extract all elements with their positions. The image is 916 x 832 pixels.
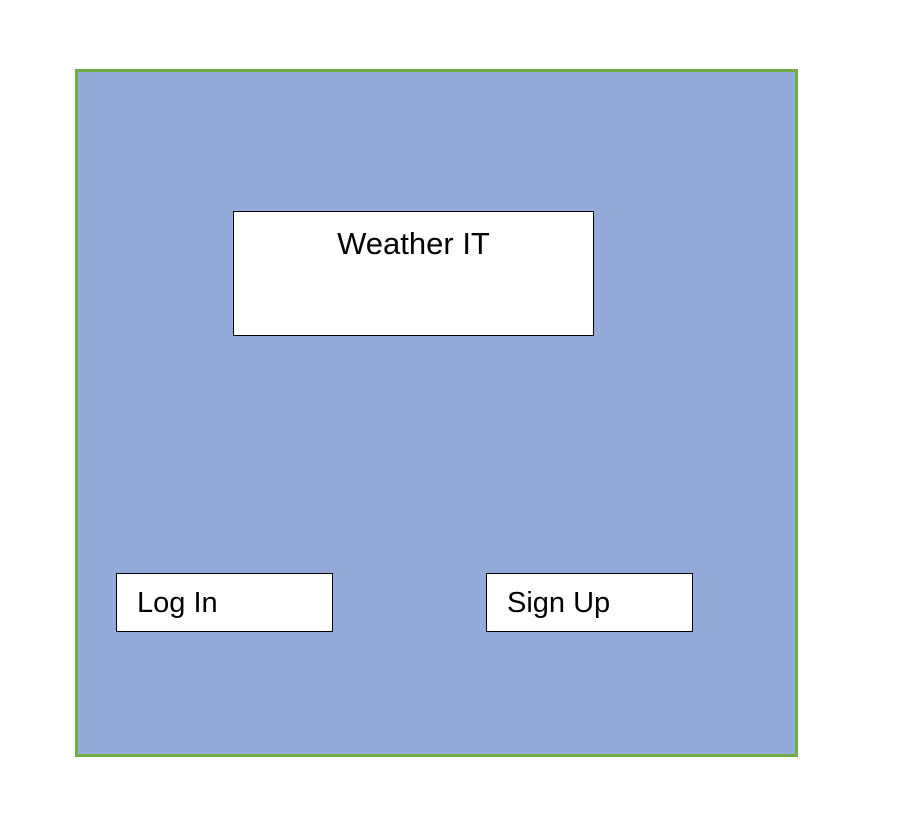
app-title: Weather IT bbox=[337, 226, 490, 261]
title-box: Weather IT bbox=[233, 211, 594, 336]
signup-button[interactable]: Sign Up bbox=[486, 573, 693, 632]
app-screen: Weather IT Log In Sign Up bbox=[75, 69, 798, 757]
login-button[interactable]: Log In bbox=[116, 573, 333, 632]
